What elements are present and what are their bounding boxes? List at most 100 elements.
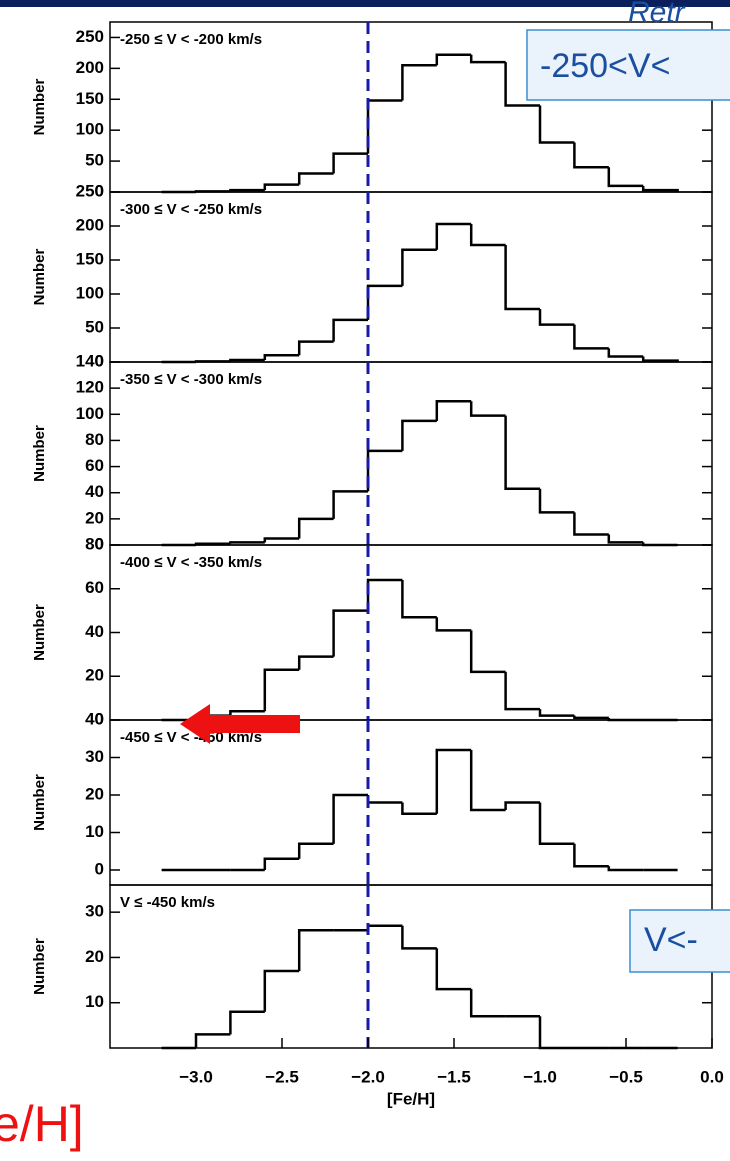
- histogram-step: [401, 419, 437, 451]
- histogram-step: [504, 62, 540, 107]
- y-axis-label: Number: [31, 249, 48, 306]
- histogram-step: [607, 167, 644, 188]
- y-tick-label: 250: [76, 181, 104, 200]
- histogram-step: [607, 866, 644, 872]
- histogram-step: [332, 609, 368, 657]
- y-tick-label: 20: [85, 666, 104, 685]
- y-tick-label: 100: [76, 120, 104, 139]
- histogram-step: [229, 1010, 265, 1035]
- histogram-step: [297, 929, 334, 972]
- histogram-step: [435, 948, 472, 991]
- histogram-step: [366, 449, 403, 492]
- histogram-step: [573, 843, 609, 868]
- y-tick-label: 60: [85, 456, 104, 475]
- red-label: e/H]: [0, 1096, 84, 1152]
- histogram-step: [469, 750, 506, 812]
- histogram-step: [332, 318, 368, 342]
- plot-frame: [109, 361, 713, 546]
- histogram-step: [538, 488, 575, 514]
- y-tick-label: 30: [85, 902, 104, 921]
- histogram-step: [263, 183, 300, 191]
- y-tick-label: 100: [76, 283, 104, 302]
- histogram-step: [229, 188, 265, 192]
- y-axis-label: Number: [31, 79, 48, 136]
- x-tick-label: −1.5: [437, 1067, 471, 1086]
- histogram-step: [469, 54, 506, 64]
- histogram-step: [332, 793, 368, 844]
- y-tick-label: 10: [85, 992, 104, 1011]
- histogram-step: [332, 490, 368, 519]
- histogram-step: [229, 358, 265, 362]
- panel-label: -400 ≤ V < -350 km/s: [120, 554, 262, 571]
- histogram-step: [573, 142, 609, 169]
- panel-label: -450 ≤ V < -450 km/s: [120, 729, 262, 746]
- slide-heading: Retr: [628, 0, 686, 29]
- histogram-step: [435, 748, 472, 814]
- histogram-step: [538, 1016, 575, 1050]
- histogram-step: [538, 709, 575, 717]
- histogram-step: [401, 802, 437, 815]
- histogram-step: [297, 517, 334, 539]
- histogram-step: [401, 248, 437, 286]
- histogram-step: [401, 580, 437, 619]
- y-tick-label: 30: [85, 747, 104, 766]
- histogram-step: [573, 324, 609, 350]
- x-axis-label: [Fe/H]: [387, 1089, 435, 1108]
- y-tick-label: 60: [85, 578, 104, 597]
- histogram-step: [194, 1033, 231, 1048]
- y-tick-label: 20: [85, 784, 104, 803]
- histogram-step: [366, 578, 403, 611]
- histogram-step: [229, 541, 265, 544]
- histogram-step: [469, 630, 506, 674]
- box-text: V<-: [644, 921, 698, 959]
- panel-label: -350 ≤ V < -300 km/s: [120, 371, 262, 388]
- histogram-step: [573, 512, 609, 536]
- histogram-step: [263, 857, 300, 870]
- x-tick-label: −2.0: [351, 1067, 385, 1086]
- y-tick-label: 0: [95, 859, 104, 878]
- panel-label: V ≤ -450 km/s: [120, 894, 215, 911]
- histogram-step: [366, 284, 403, 320]
- panel-label: -250 ≤ V < -200 km/s: [120, 31, 262, 48]
- histogram-step: [504, 671, 540, 711]
- y-tick-label: 80: [85, 534, 104, 553]
- y-tick-label: 200: [76, 215, 104, 234]
- histogram-step: [573, 715, 609, 720]
- y-tick-label: 20: [85, 947, 104, 966]
- x-tick-label: −1.0: [523, 1067, 557, 1086]
- histogram-step: [469, 989, 506, 1018]
- y-axis-label: Number: [31, 938, 48, 995]
- x-tick-label: −3.0: [179, 1067, 213, 1086]
- text-box: [526, 29, 730, 101]
- histogram-step: [469, 223, 506, 247]
- histogram-step: [641, 185, 679, 192]
- histogram-step: [641, 356, 679, 362]
- top-bar: [0, 0, 730, 7]
- histogram-step: [504, 801, 540, 810]
- histogram-step: [332, 152, 368, 174]
- histogram-step: [435, 222, 472, 250]
- histogram-step: [504, 415, 540, 491]
- histogram-step: [538, 105, 575, 144]
- histogram-step: [435, 617, 472, 632]
- y-tick-label: 0: [95, 709, 104, 728]
- histogram-step: [607, 534, 644, 544]
- histogram-step: [435, 399, 472, 421]
- histogram-step: [263, 537, 300, 543]
- y-axis-label: Number: [31, 774, 48, 831]
- histogram-step: [469, 401, 506, 417]
- histogram-step: [263, 353, 300, 360]
- histogram-step: [263, 969, 300, 1012]
- text-box: [629, 909, 730, 973]
- histogram-step: [435, 53, 472, 66]
- y-tick-label: 0: [95, 534, 104, 553]
- y-tick-label: 40: [85, 709, 104, 728]
- histogram-step: [366, 795, 403, 804]
- y-tick-label: 80: [85, 430, 104, 449]
- histogram-step: [297, 842, 334, 859]
- y-axis-label: Number: [31, 425, 48, 482]
- y-tick-label: 50: [85, 317, 104, 336]
- histogram-step: [401, 64, 437, 101]
- y-tick-label: 250: [76, 27, 104, 46]
